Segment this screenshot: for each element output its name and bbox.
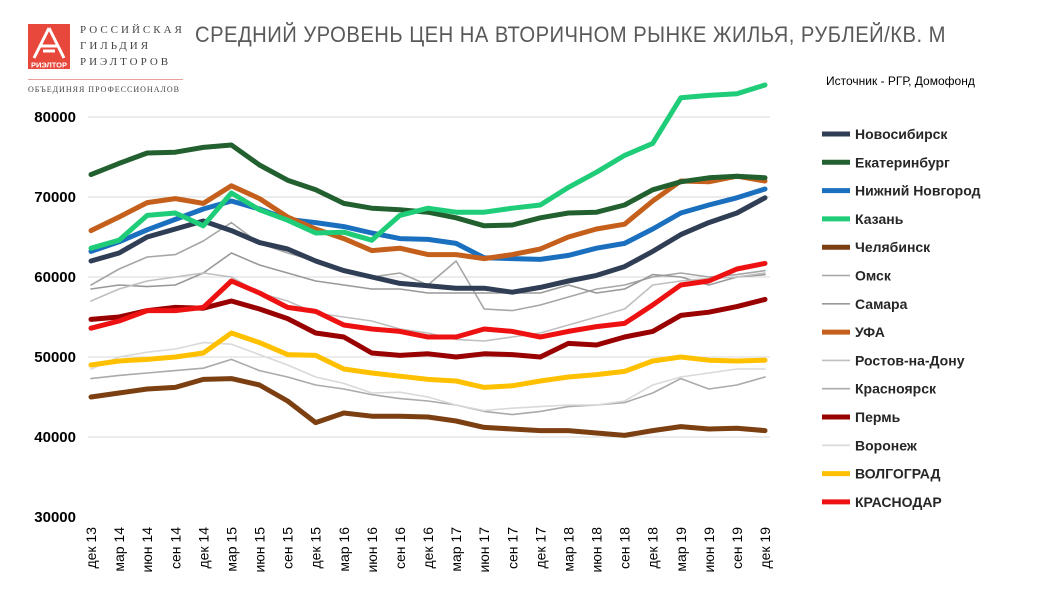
logo-line3: РИЭЛТОРОВ	[80, 56, 172, 68]
logo-line1: РОССИЙСКАЯ	[80, 24, 185, 36]
x-tick-label: сен 19	[729, 527, 745, 569]
legend-label: Омск	[855, 268, 892, 284]
x-tick-label: сен 16	[392, 527, 408, 569]
x-tick-label: мар 17	[448, 527, 464, 572]
y-tick-label: 80000	[34, 109, 76, 126]
x-tick-label: мар 16	[336, 527, 352, 572]
x-tick-label: мар 18	[560, 527, 576, 572]
x-tick-label: дек 17	[532, 527, 548, 569]
source-note: Источник - РГР, Домофонд	[826, 74, 975, 88]
y-tick-label: 70000	[34, 189, 76, 206]
legend-label: Казань	[855, 211, 904, 227]
legend-label: Воронеж	[855, 437, 918, 453]
legend-label: Екатеринбург	[855, 154, 950, 170]
x-tick-label: сен 17	[504, 527, 520, 569]
series-line-Нижний Новгород	[88, 186, 768, 262]
series-line-Челябинск	[88, 376, 768, 438]
x-tick-label: сен 15	[280, 527, 296, 569]
legend-label: Нижний Новгород	[855, 183, 981, 199]
x-tick-label: мар 14	[111, 527, 127, 572]
chart-title: СРЕДНИЙ УРОВЕНЬ ЦЕН НА ВТОРИЧНОМ РЫНКЕ Ж…	[195, 22, 946, 47]
x-tick-label: июн 19	[701, 527, 717, 573]
logo-slogan: ОБЪЕДИНЯЯ ПРОФЕССИОНАЛОВ	[28, 85, 181, 94]
x-tick-label: дек 13	[83, 527, 99, 569]
x-tick-label: июн 15	[252, 527, 268, 573]
legend-label: Челябинск	[855, 239, 931, 255]
y-tick-label: 50000	[34, 349, 76, 366]
legend-label: Новосибирск	[855, 126, 948, 142]
x-tick-label: дек 15	[308, 527, 324, 569]
x-tick-label: дек 18	[645, 527, 661, 569]
logo: РИЭЛТОР РОССИЙСКАЯ ГИЛЬДИЯ РИЭЛТОРОВ ОБЪ…	[28, 24, 188, 104]
series-line-Ростов-на-Дону	[90, 272, 766, 342]
series-line-УФА	[88, 173, 768, 262]
series-line-Екатеринбург	[88, 142, 768, 229]
series-line-КРАСНОДАР	[88, 260, 768, 340]
logo-badge: РИЭЛТОР	[28, 24, 70, 69]
legend-label: Красноярск	[855, 381, 937, 397]
legend-label: УФА	[855, 324, 885, 340]
series-line-Воронеж	[90, 341, 766, 412]
x-tick-label: дек 14	[195, 527, 211, 569]
x-tick-label: сен 18	[617, 527, 633, 569]
x-tick-label: сен 14	[167, 527, 183, 569]
series-line-ВОЛГОГРАД	[88, 330, 768, 390]
series-line-Красноярск	[90, 358, 766, 416]
logo-emblem-icon: РИЭЛТОР	[28, 27, 70, 70]
x-tick-label: дек 19	[757, 527, 773, 569]
x-tick-label: дек 16	[420, 527, 436, 569]
legend-label: Ростов-на-Дону	[855, 352, 965, 368]
y-tick-label: 60000	[34, 269, 76, 286]
series-line-Казань	[88, 82, 768, 251]
legend-label: Самара	[855, 296, 908, 312]
svg-text:РИЭЛТОР: РИЭЛТОР	[31, 61, 67, 70]
logo-line2: ГИЛЬДИЯ	[80, 40, 152, 52]
logo-divider	[28, 79, 183, 80]
x-tick-label: июн 14	[139, 527, 155, 573]
x-tick-label: мар 19	[673, 527, 689, 572]
x-tick-label: июн 16	[364, 527, 380, 573]
x-tick-label: мар 15	[223, 527, 239, 572]
y-tick-label: 40000	[34, 429, 76, 446]
x-tick-label: июн 17	[476, 527, 492, 573]
x-tick-label: июн 18	[589, 527, 605, 573]
series-line-Новосибирск	[88, 195, 768, 295]
legend-label: ВОЛГОГРАД	[855, 466, 940, 482]
legend-label: КРАСНОДАР	[855, 494, 942, 510]
y-tick-label: 30000	[34, 509, 76, 526]
legend-label: Пермь	[855, 409, 901, 425]
